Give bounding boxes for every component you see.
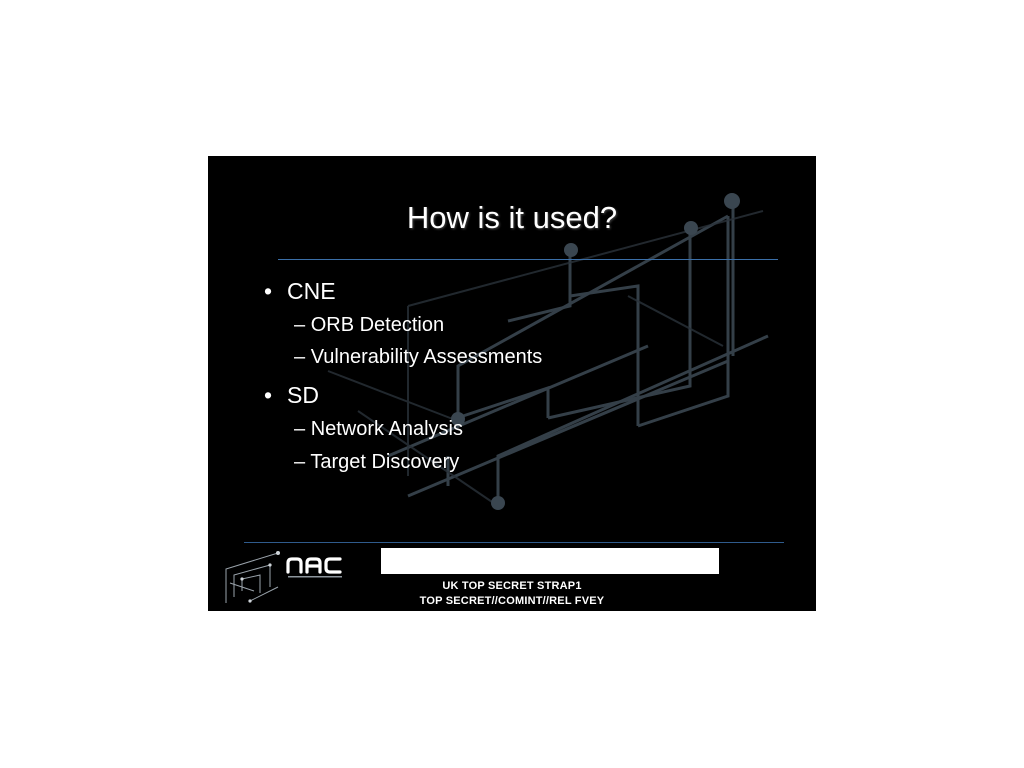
- bullet-label: CNE: [287, 278, 336, 304]
- sub-bullet-item: – Target Discovery: [294, 451, 459, 474]
- slide: How is it used? • CNE – ORB Detection – …: [208, 156, 816, 611]
- slide-title: How is it used?: [406, 200, 618, 235]
- circuit-background-art: [327, 193, 769, 510]
- bullet-glyph: •: [264, 382, 273, 408]
- footer-divider: [244, 542, 784, 543]
- circuit-emblem-icon: [225, 551, 280, 603]
- bullet-item: • CNE: [264, 278, 336, 305]
- bullet-item: • SD: [264, 382, 319, 409]
- classification-line-1: UK TOP SECRET STRAP1: [442, 580, 582, 592]
- title-divider: [278, 259, 778, 260]
- sub-bullet-glyph: –: [294, 451, 306, 473]
- nac-logo-icon: [286, 557, 342, 578]
- sub-bullet-glyph: –: [294, 346, 306, 368]
- bullet-label: SD: [287, 382, 319, 408]
- sub-bullet-item: – Network Analysis: [294, 418, 463, 441]
- sub-bullet-label: Network Analysis: [310, 418, 463, 440]
- bullet-list: • CNE – ORB Detection – Vulnerability As…: [208, 156, 816, 611]
- sub-bullet-label: Vulnerability Assessments: [310, 346, 543, 368]
- classification-line-2: TOP SECRET//COMINT//REL FVEY: [419, 595, 605, 607]
- sub-bullet-item: – Vulnerability Assessments: [294, 346, 542, 369]
- sub-bullet-glyph: –: [294, 418, 306, 440]
- sub-bullet-glyph: –: [294, 314, 306, 336]
- bullet-glyph: •: [264, 278, 273, 304]
- redaction-box: [381, 548, 719, 574]
- sub-bullet-label: Target Discovery: [310, 451, 460, 473]
- sub-bullet-label: ORB Detection: [310, 314, 445, 336]
- sub-bullet-item: – ORB Detection: [294, 314, 444, 337]
